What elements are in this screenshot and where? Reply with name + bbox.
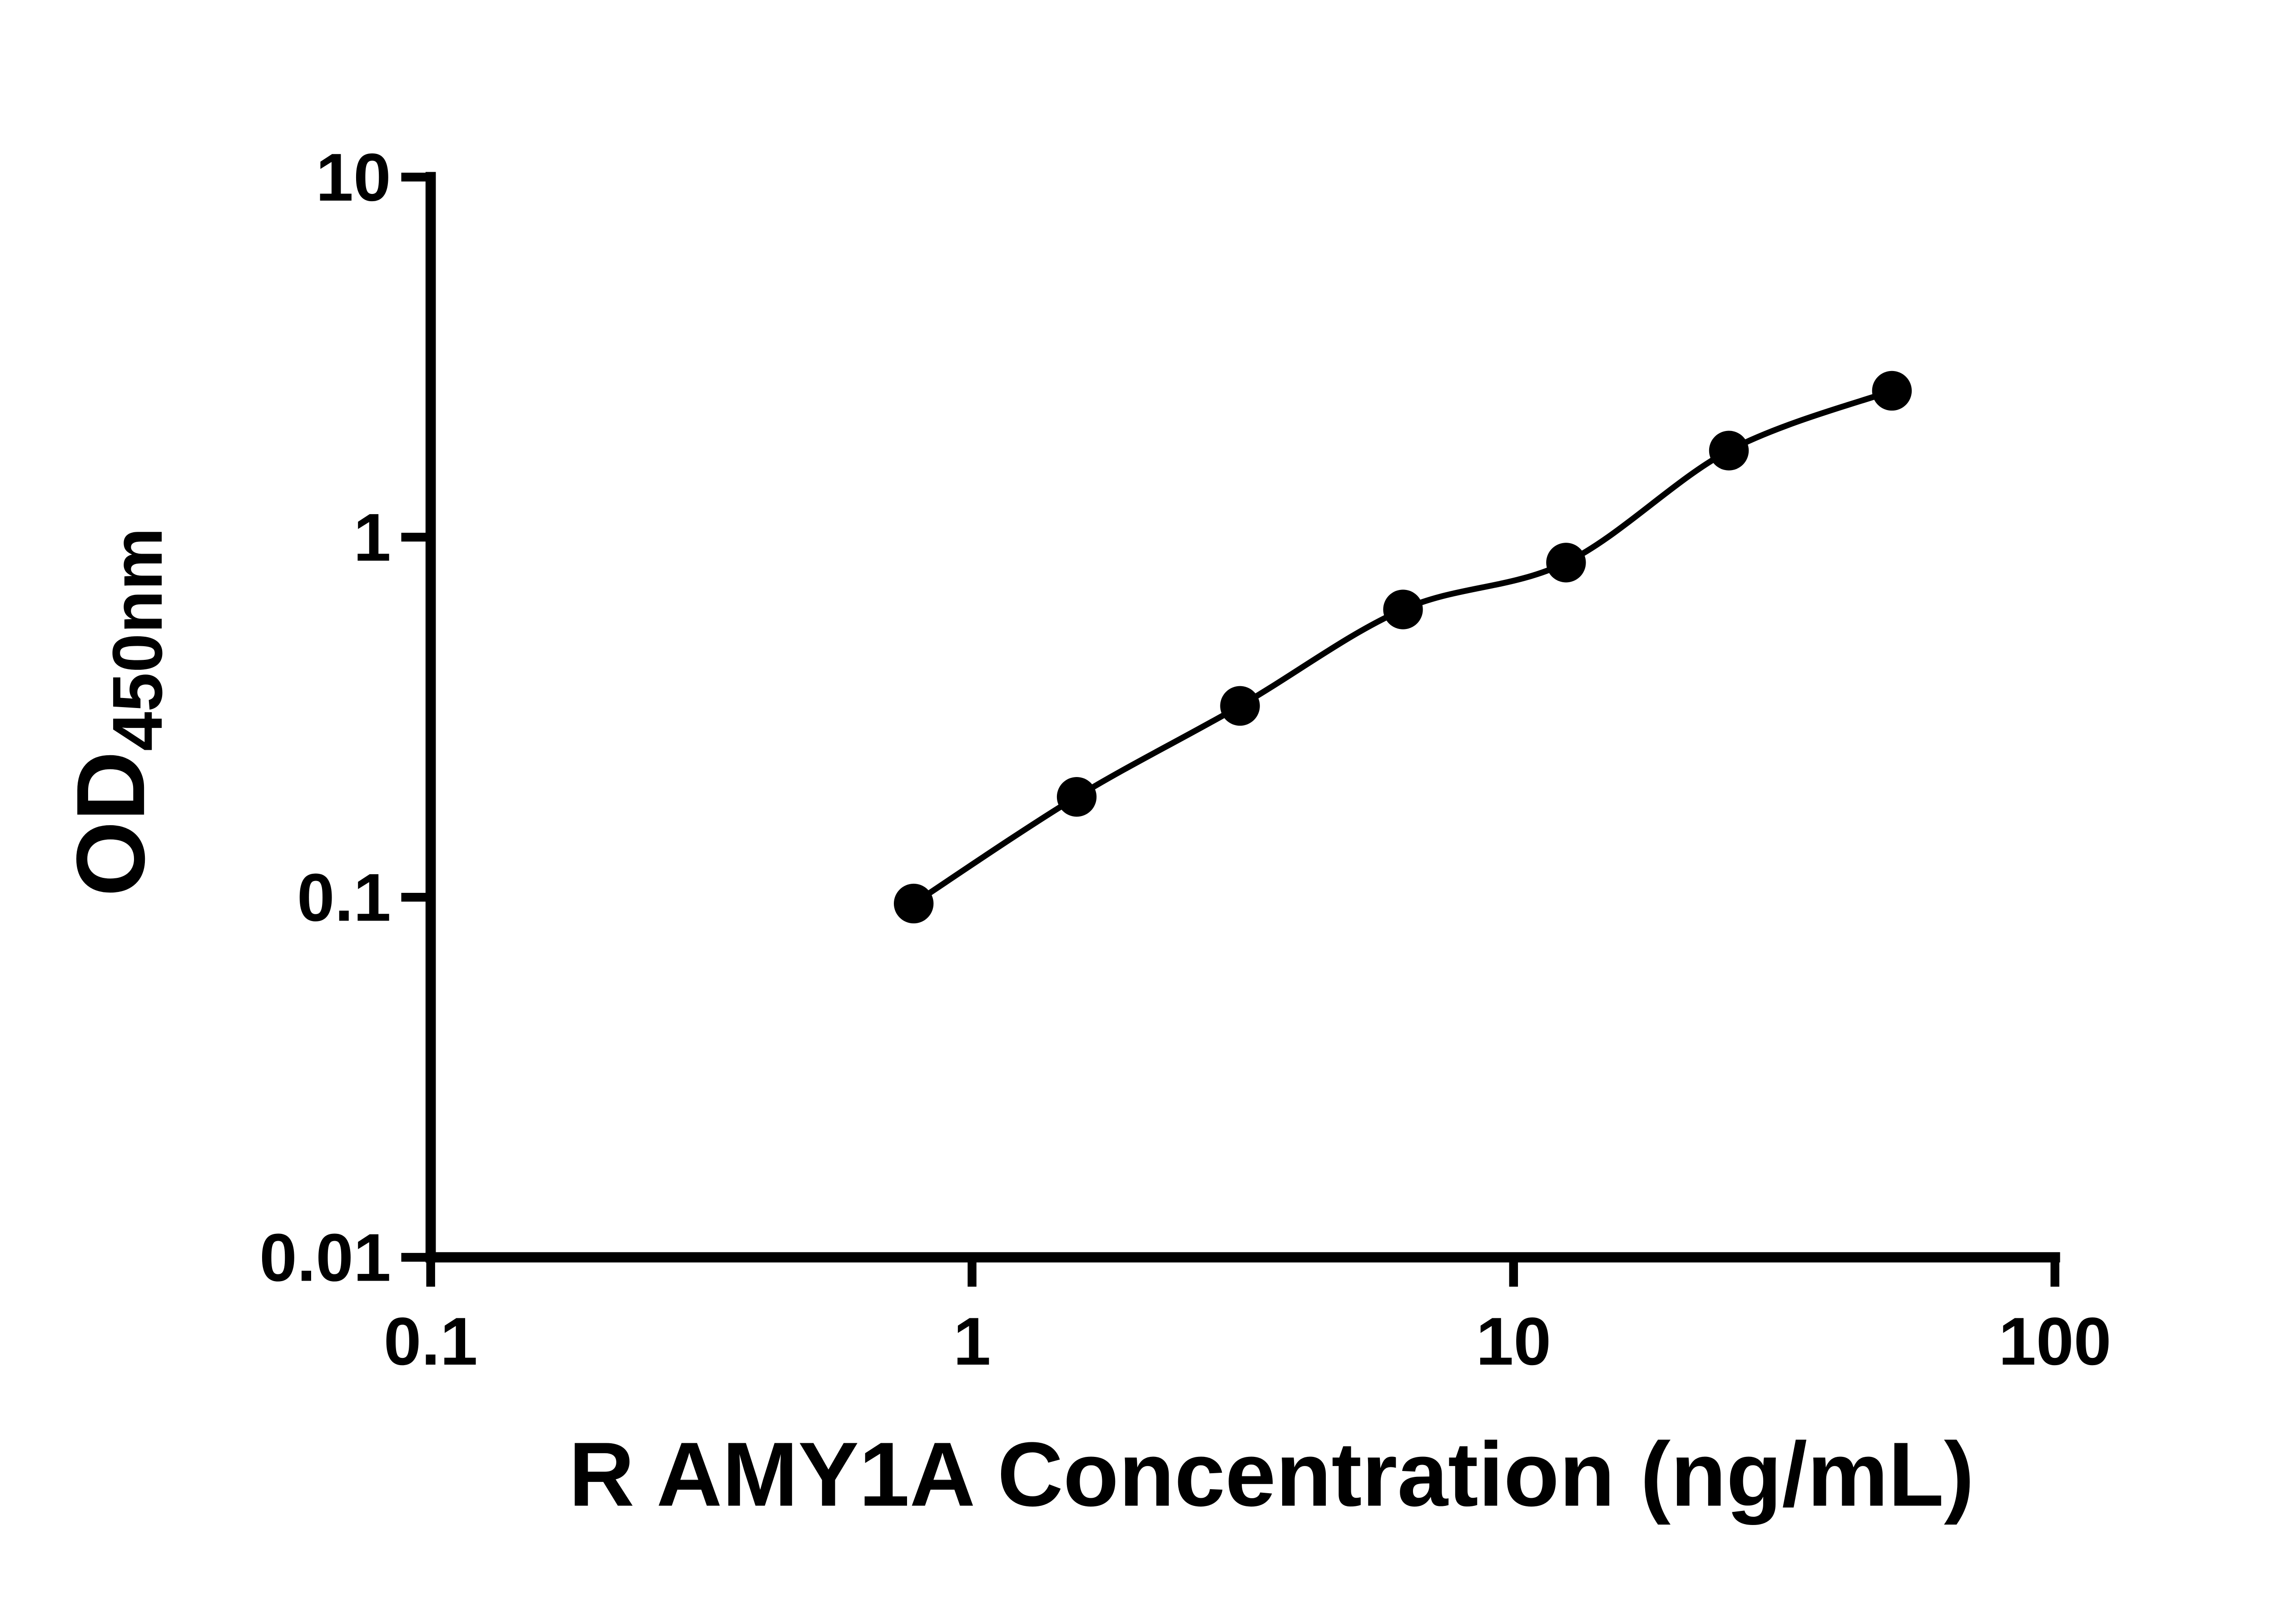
x-tick-label: 100 [1998, 1303, 2111, 1379]
x-axis-title: R AMY1A Concentration (ng/mL) [569, 1423, 1974, 1525]
data-point [1709, 431, 1749, 470]
x-ticks: 0.1 1 10 100 [384, 1257, 2111, 1379]
axes [425, 172, 2060, 1263]
x-tick-label: 0.1 [384, 1303, 478, 1379]
y-tick-label: 10 [316, 139, 391, 215]
y-tick-label: 0.1 [297, 859, 391, 935]
y-ticks: 0.01 0.1 1 10 [259, 139, 431, 1295]
data-point [1056, 777, 1097, 817]
x-tick-label: 1 [953, 1303, 991, 1379]
fit-curve [912, 388, 1893, 906]
data-point [1383, 589, 1423, 629]
data-point [1872, 371, 1912, 411]
data-points-group [893, 371, 1912, 924]
data-point [893, 883, 934, 924]
y-axis-title-main: OD [57, 751, 165, 896]
fit-curve-group [912, 388, 1893, 906]
y-tick-label: 1 [353, 500, 391, 575]
x-tick-label: 10 [1476, 1303, 1552, 1379]
y-axis-title: OD450nm [57, 528, 177, 897]
y-axis-title-sub: 450nm [98, 528, 177, 751]
data-point [1220, 686, 1260, 726]
y-tick-label: 0.01 [259, 1219, 391, 1295]
data-point [1546, 543, 1586, 583]
